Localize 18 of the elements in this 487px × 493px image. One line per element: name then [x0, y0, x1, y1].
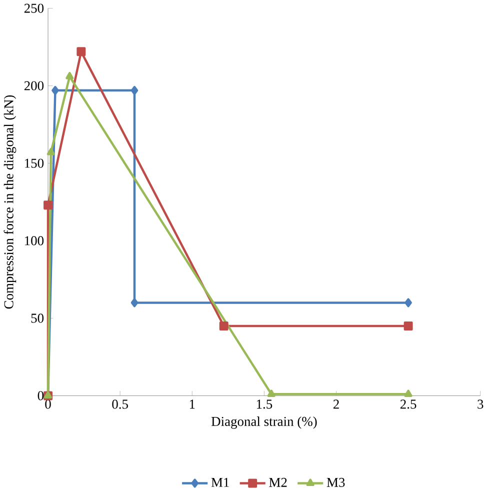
x-tick-label: 1	[190, 400, 194, 409]
x-axis-title: Diagonal strain (%)	[211, 416, 317, 429]
x-tick-label: 0	[44, 400, 51, 409]
y-tick-label: 100	[24, 236, 44, 246]
x-tick-label: 0.5	[112, 400, 128, 409]
x-tick-label: 2.5	[400, 400, 416, 409]
y-tick-label: 150	[24, 158, 44, 168]
legend-label: M1	[211, 478, 229, 487]
legend-label: M3	[326, 478, 344, 487]
legend-label: M2	[268, 478, 286, 487]
y-tick-label: 250	[24, 4, 44, 13]
y-tick-label: 50	[31, 314, 44, 323]
y-axis-title: Compression force in the diagonal (kN)	[4, 95, 16, 309]
x-tick-label: 1.5	[256, 400, 272, 409]
x-tick-label: 3	[477, 400, 483, 409]
x-tick-label: 2	[333, 400, 339, 409]
y-tick-label: 0	[38, 391, 44, 400]
y-tick-label: 200	[24, 81, 44, 90]
